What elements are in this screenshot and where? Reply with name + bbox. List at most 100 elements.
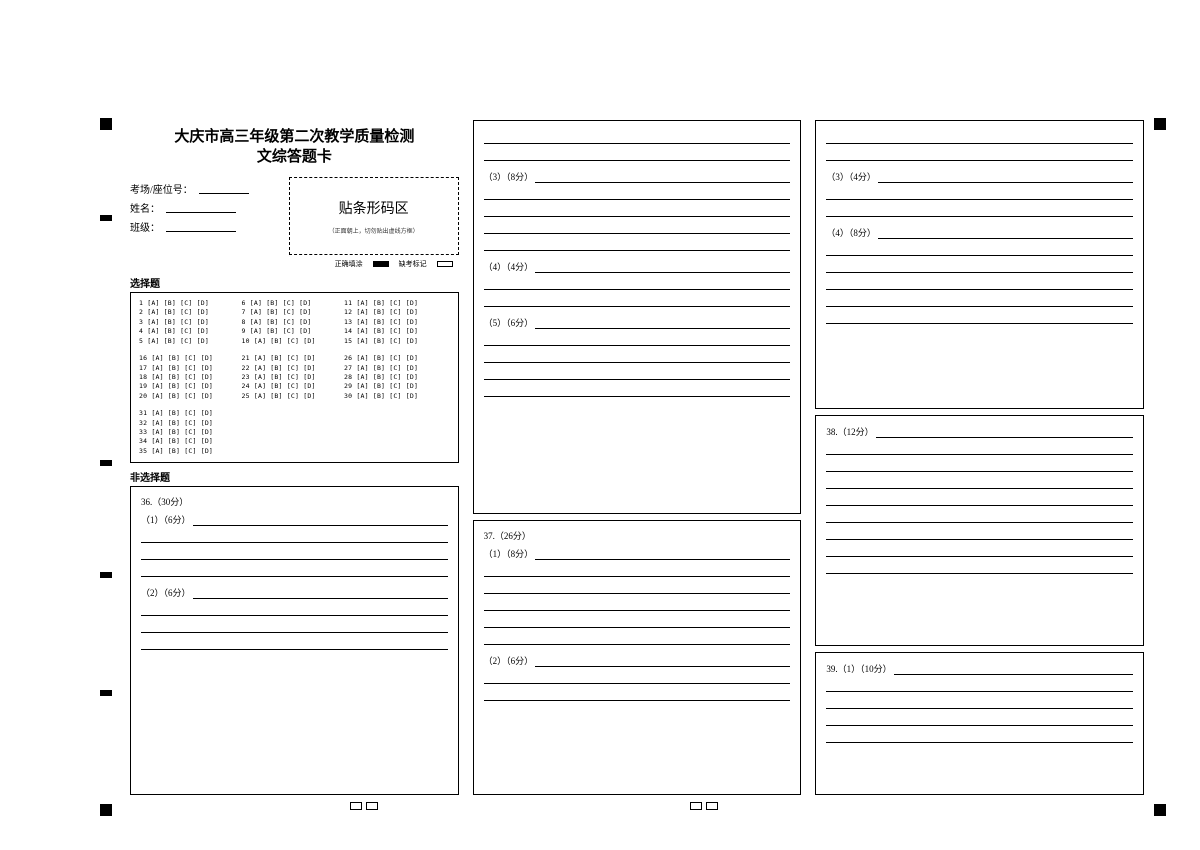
mc-cell[interactable]: 23 [A] [B] [C] [D] <box>242 373 345 382</box>
mc-cell[interactable]: 7 [A] [B] [C] [D] <box>242 308 345 317</box>
answer-line[interactable] <box>826 239 1133 256</box>
answer-line[interactable] <box>535 169 790 183</box>
answer-line[interactable] <box>484 363 791 380</box>
mc-cell[interactable]: 10 [A] [B] [C] [D] <box>242 337 345 346</box>
answer-line[interactable] <box>878 225 1133 239</box>
mc-cell[interactable]: 22 [A] [B] [C] [D] <box>242 364 345 373</box>
mc-cell[interactable]: 17 [A] [B] [C] [D] <box>139 364 242 373</box>
answer-line[interactable] <box>878 169 1133 183</box>
answer-line[interactable] <box>826 307 1133 324</box>
answer-line[interactable] <box>484 628 791 645</box>
mc-cell[interactable]: 32 [A] [B] [C] [D] <box>139 419 242 428</box>
answer-line[interactable] <box>826 709 1133 726</box>
mc-cell[interactable]: 31 [A] [B] [C] [D] <box>139 409 242 418</box>
answer-line[interactable] <box>876 424 1133 438</box>
answer-line[interactable] <box>484 684 791 701</box>
mc-cell[interactable]: 13 [A] [B] [C] [D] <box>344 318 447 327</box>
mc-cell[interactable]: 11 [A] [B] [C] [D] <box>344 299 447 308</box>
mc-cell[interactable]: 21 [A] [B] [C] [D] <box>242 354 345 363</box>
answer-line[interactable] <box>484 200 791 217</box>
mc-cell[interactable]: 6 [A] [B] [C] [D] <box>242 299 345 308</box>
mc-cell[interactable]: 18 [A] [B] [C] [D] <box>139 373 242 382</box>
answer-line[interactable] <box>826 438 1133 455</box>
answer-line[interactable] <box>193 585 448 599</box>
answer-line[interactable] <box>826 557 1133 574</box>
mc-cell[interactable]: 33 [A] [B] [C] [D] <box>139 428 242 437</box>
mc-cell[interactable]: 29 [A] [B] [C] [D] <box>344 382 447 391</box>
answer-line[interactable] <box>826 256 1133 273</box>
answer-line[interactable] <box>826 472 1133 489</box>
room-field[interactable] <box>199 183 249 194</box>
answer-line[interactable] <box>535 546 790 560</box>
answer-line[interactable] <box>484 667 791 684</box>
mc-cell[interactable]: 34 [A] [B] [C] [D] <box>139 437 242 446</box>
answer-line[interactable] <box>535 653 790 667</box>
mc-cell[interactable]: 27 [A] [B] [C] [D] <box>344 364 447 373</box>
answer-line[interactable] <box>141 633 448 650</box>
answer-line[interactable] <box>826 726 1133 743</box>
answer-line[interactable] <box>484 273 791 290</box>
answer-line[interactable] <box>826 675 1133 692</box>
answer-line[interactable] <box>141 599 448 616</box>
mc-cell[interactable]: 30 [A] [B] [C] [D] <box>344 392 447 401</box>
answer-line[interactable] <box>826 540 1133 557</box>
mc-cell[interactable]: 35 [A] [B] [C] [D] <box>139 447 242 456</box>
answer-line[interactable] <box>535 315 790 329</box>
answer-line[interactable] <box>894 661 1133 675</box>
answer-line[interactable] <box>484 346 791 363</box>
answer-line[interactable] <box>826 290 1133 307</box>
mc-cell[interactable]: 26 [A] [B] [C] [D] <box>344 354 447 363</box>
answer-line[interactable] <box>484 594 791 611</box>
mc-cell[interactable]: 20 [A] [B] [C] [D] <box>139 392 242 401</box>
mc-cell[interactable]: 9 [A] [B] [C] [D] <box>242 327 345 336</box>
q38-head: 38.（12分） <box>826 425 875 438</box>
mc-cell[interactable]: 28 [A] [B] [C] [D] <box>344 373 447 382</box>
mc-cell[interactable]: 5 [A] [B] [C] [D] <box>139 337 242 346</box>
answer-line[interactable] <box>484 183 791 200</box>
name-field[interactable] <box>166 202 236 213</box>
answer-line[interactable] <box>826 200 1133 217</box>
answer-line[interactable] <box>535 259 790 273</box>
mc-cell[interactable]: 8 [A] [B] [C] [D] <box>242 318 345 327</box>
answer-line[interactable] <box>826 523 1133 540</box>
answer-line[interactable] <box>484 560 791 577</box>
answer-line[interactable] <box>484 329 791 346</box>
mc-cell[interactable]: 12 [A] [B] [C] [D] <box>344 308 447 317</box>
reg-mark-tl <box>100 118 112 130</box>
answer-line[interactable] <box>141 543 448 560</box>
answer-line[interactable] <box>193 512 448 526</box>
answer-line[interactable] <box>484 234 791 251</box>
answer-line[interactable] <box>826 273 1133 290</box>
answer-line[interactable] <box>826 455 1133 472</box>
mc-cell[interactable]: 25 [A] [B] [C] [D] <box>242 392 345 401</box>
mc-cell[interactable]: 24 [A] [B] [C] [D] <box>242 382 345 391</box>
mc-cell[interactable]: 15 [A] [B] [C] [D] <box>344 337 447 346</box>
mc-cell[interactable]: 1 [A] [B] [C] [D] <box>139 299 242 308</box>
answer-line[interactable] <box>484 217 791 234</box>
mc-cell[interactable]: 2 [A] [B] [C] [D] <box>139 308 242 317</box>
answer-line[interactable] <box>484 380 791 397</box>
side-mark <box>100 572 112 578</box>
answer-line[interactable] <box>141 526 448 543</box>
q37-s4-label: （4）（8分） <box>826 226 878 239</box>
answer-line[interactable] <box>484 290 791 307</box>
answer-line[interactable] <box>484 144 791 161</box>
answer-line[interactable] <box>484 611 791 628</box>
mc-cell[interactable]: 4 [A] [B] [C] [D] <box>139 327 242 336</box>
mc-cell[interactable]: 19 [A] [B] [C] [D] <box>139 382 242 391</box>
mc-cell[interactable]: 16 [A] [B] [C] [D] <box>139 354 242 363</box>
mc-cell[interactable]: 14 [A] [B] [C] [D] <box>344 327 447 336</box>
answer-line[interactable] <box>826 692 1133 709</box>
answer-line[interactable] <box>141 616 448 633</box>
answer-line[interactable] <box>484 577 791 594</box>
answer-line[interactable] <box>141 560 448 577</box>
answer-line[interactable] <box>826 183 1133 200</box>
class-label: 班级： <box>130 219 160 234</box>
class-field[interactable] <box>166 221 236 232</box>
mc-cell[interactable]: 3 [A] [B] [C] [D] <box>139 318 242 327</box>
answer-line[interactable] <box>826 489 1133 506</box>
answer-line[interactable] <box>826 127 1133 144</box>
answer-line[interactable] <box>484 127 791 144</box>
answer-line[interactable] <box>826 506 1133 523</box>
answer-line[interactable] <box>826 144 1133 161</box>
